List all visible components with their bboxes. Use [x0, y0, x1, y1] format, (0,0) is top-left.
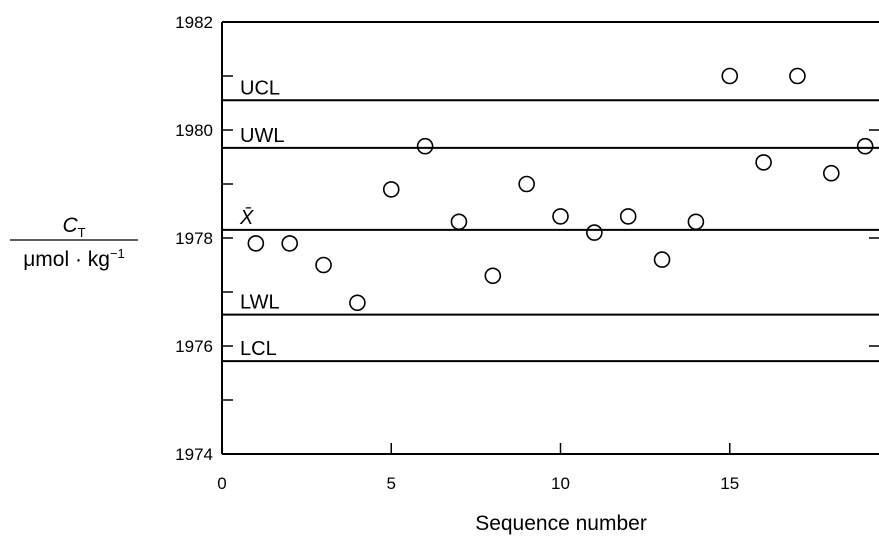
data-point [247, 235, 265, 252]
axes: 1974197619781980198205101520 [175, 13, 879, 493]
y-tick-label: 1980 [175, 121, 213, 140]
y-tick-label: 1974 [175, 445, 213, 464]
data-point [382, 181, 400, 198]
x-tick-label: 5 [387, 474, 396, 493]
data-point [721, 67, 739, 85]
y-label-exponent: −1 [110, 246, 125, 261]
reference-line-label: UCL [240, 77, 280, 99]
data-point [586, 224, 603, 241]
data-point [315, 256, 332, 274]
data-point [687, 213, 705, 231]
y-label-symbol: C [62, 214, 78, 237]
data-point [552, 208, 569, 225]
data-point [755, 154, 772, 171]
data-points [247, 67, 874, 312]
reference-line-label: UWL [240, 125, 284, 147]
x-tick-label: 0 [217, 474, 226, 493]
reference-line-label: X̄ [239, 206, 254, 229]
svg-text:CT: CT [62, 214, 85, 240]
reference-lines: UCL UWL X̄ LWL LCL [222, 77, 879, 363]
data-point [789, 67, 806, 85]
data-point [822, 164, 840, 182]
data-point [619, 208, 637, 225]
data-point [653, 251, 671, 268]
y-label-subscript: T [78, 225, 86, 240]
y-label-unit: μmol · kg [23, 248, 110, 271]
y-tick-label: 1982 [175, 13, 213, 32]
x-axis-label: Sequence number [475, 512, 647, 535]
reference-line-label: LWL [240, 292, 280, 314]
data-point [281, 235, 299, 252]
data-point [349, 294, 366, 312]
reference-line-label: LCL [240, 338, 277, 360]
data-point [450, 213, 468, 231]
y-axis-label: CT μmol · kg−1 [10, 214, 138, 271]
x-tick-label: 15 [720, 474, 739, 493]
data-point [518, 175, 535, 193]
y-tick-label: 1976 [175, 337, 213, 356]
svg-text:μmol · kg−1: μmol · kg−1 [23, 246, 125, 271]
y-tick-label: 1978 [175, 229, 213, 248]
data-point [416, 137, 434, 155]
x-tick-label: 10 [551, 474, 570, 493]
data-point [856, 137, 874, 155]
data-point [484, 267, 502, 285]
